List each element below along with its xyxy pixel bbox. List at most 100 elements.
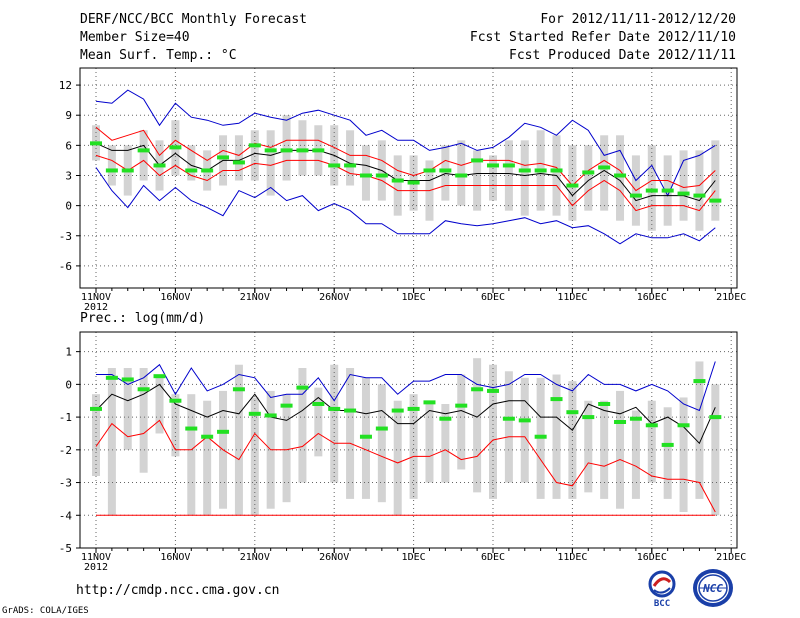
panel1-spread-box xyxy=(457,140,466,206)
variable-label: Mean Surf. Temp.: °C xyxy=(80,48,237,63)
panel2-y-tick-label: -3 xyxy=(59,477,72,490)
panel2-x-tick-label: 6DEC xyxy=(481,552,505,563)
member-size-label: Member Size=40 xyxy=(80,30,190,45)
panel1-spread-box xyxy=(282,115,291,181)
panel2-spread-box xyxy=(631,410,640,499)
panel2-median-marker xyxy=(487,388,499,393)
grads-credit: GrADS: COLA/IGES xyxy=(2,606,89,616)
panel1-y-tick-label: -6 xyxy=(59,260,72,273)
source-url: http://cmdp.ncc.cma.gov.cn xyxy=(76,583,280,598)
panel1-median-marker xyxy=(328,163,341,168)
panel2-spread-box xyxy=(155,377,164,434)
panel2-median-marker xyxy=(534,434,547,439)
panel2-line-ensemble-max xyxy=(96,361,716,412)
panel2-median-marker xyxy=(693,379,706,384)
panel2-y-tick-label: 1 xyxy=(65,346,72,359)
bcc-logo-text: BCC xyxy=(654,599,670,608)
panel2-line-lower-red xyxy=(95,419,716,513)
panel1-spread-box xyxy=(346,130,355,186)
ncc-logo-text: NCC xyxy=(702,582,723,595)
panel2-spread-box xyxy=(393,400,402,516)
panel2-median-marker xyxy=(232,387,245,392)
panel2-median-marker xyxy=(280,403,293,408)
panel2-spread-box xyxy=(123,368,132,450)
panel1-median-marker xyxy=(455,173,468,178)
panel2-x-tick-label: 1DEC xyxy=(402,552,426,563)
panel2-spread-box xyxy=(711,384,720,516)
panel1-spread-box xyxy=(250,130,259,181)
panel1-y-tick-label: 9 xyxy=(65,109,72,122)
panel2-frame xyxy=(79,331,738,549)
panel1-median-marker xyxy=(439,168,452,173)
panel2-median-marker xyxy=(90,406,102,411)
panel1-median-marker xyxy=(502,163,515,168)
panel1-spread-box xyxy=(489,155,497,201)
panel2-x-tick-label: 16NOV xyxy=(160,552,190,563)
panel1-median-marker xyxy=(153,163,166,168)
panel2-spread-box xyxy=(663,407,672,499)
panel2-spread-box xyxy=(282,394,291,503)
panel2-spread-box xyxy=(377,384,386,503)
panel1-spread-box xyxy=(568,145,577,221)
panel1-median-marker xyxy=(391,178,404,183)
panel1-x-tick-label: 6DEC xyxy=(481,292,505,303)
panel2-spread-box xyxy=(647,400,656,483)
panel2-spread-box xyxy=(552,374,561,499)
panel2-spread-box xyxy=(203,400,212,516)
panel1-median-marker xyxy=(232,160,245,165)
panel2-spread-box xyxy=(504,371,513,483)
panel2-median-marker xyxy=(201,434,214,439)
panel1-median-marker xyxy=(344,163,357,168)
panel2-spread-box xyxy=(107,368,116,516)
panel2-median-marker xyxy=(502,416,515,421)
panel2-median-marker xyxy=(344,408,357,413)
panel2-median-marker xyxy=(471,387,484,392)
panel1-median-marker xyxy=(105,168,118,173)
panel2-spread-box xyxy=(584,400,593,493)
panel1-spread-box xyxy=(266,130,275,196)
panel2-median-marker xyxy=(598,402,611,406)
panel2-x-tick-label: 26NOV xyxy=(319,552,349,563)
panel1-median-marker xyxy=(645,188,658,193)
panel1-spread-box xyxy=(298,120,307,176)
panel1-median-marker xyxy=(248,143,261,148)
panel1-x-tick-label: 26NOV xyxy=(319,292,349,303)
panel2-spread-box xyxy=(139,368,148,473)
panel2-median-marker xyxy=(455,403,468,408)
panel1-median-marker xyxy=(582,170,595,175)
panel1-median-marker xyxy=(661,188,674,193)
panel2-median-marker xyxy=(359,434,372,439)
panel2-median-marker xyxy=(407,406,420,411)
panel1-median-marker xyxy=(598,165,611,170)
panel1-spread-box xyxy=(187,145,196,181)
bcc-logo: BCC xyxy=(640,568,684,608)
panel1-x-tick-label: 1DEC xyxy=(402,292,426,303)
panel2-spread-box xyxy=(473,358,482,493)
panel1-median-marker xyxy=(677,191,690,196)
panel1-median-marker xyxy=(375,173,388,178)
panel1-line-lower-red xyxy=(95,154,716,212)
panel2-spread-box xyxy=(695,361,704,499)
panel1-line-ensemble-mean xyxy=(95,142,716,202)
panel1-median-marker xyxy=(121,168,134,173)
panel2-median-marker xyxy=(375,426,388,431)
panel1-spread-box xyxy=(473,150,482,211)
panel1-spread-box xyxy=(584,145,593,211)
panel2-spread-box xyxy=(92,394,100,476)
panel1-median-marker xyxy=(296,148,309,153)
panel1-spread-box xyxy=(679,150,688,221)
panel1-y-tick-label: 3 xyxy=(65,169,72,182)
panel1-y-tick-label: -3 xyxy=(59,230,72,243)
panel2-median-marker xyxy=(391,408,404,413)
panel2-spread-box xyxy=(171,394,180,457)
panel1-line-upper-red xyxy=(95,126,716,192)
panel1-median-marker xyxy=(709,198,722,203)
panel2-y-tick-label: -5 xyxy=(59,542,72,555)
ncc-logo: NCC xyxy=(690,566,736,610)
panel1-line-ensemble-min xyxy=(95,167,716,245)
chart-title: DERF/NCC/BCC Monthly Forecast xyxy=(80,12,307,27)
panel2-median-marker xyxy=(661,442,674,447)
panel1-x-tick-label: 21NOV xyxy=(240,292,270,303)
panel1-median-marker xyxy=(534,168,547,173)
panel2-line-ensemble-mean xyxy=(95,383,716,445)
